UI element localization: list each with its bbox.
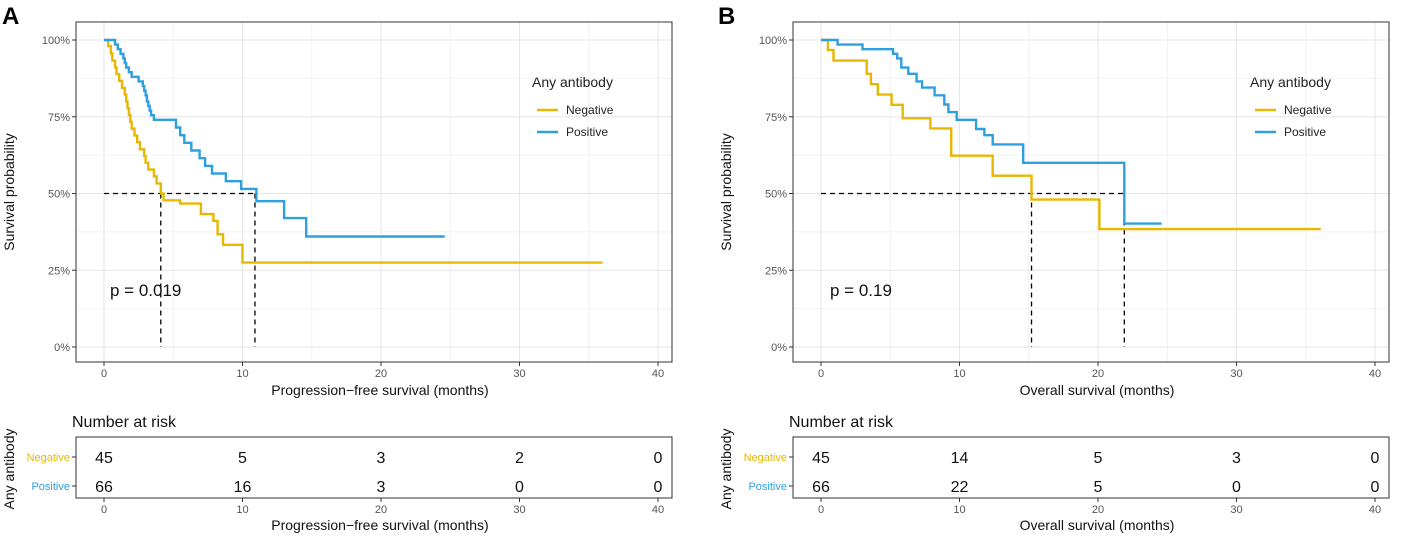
x-tick-label: 40 [1369, 368, 1381, 380]
x-axis-title: Progression−free survival (months) [271, 382, 488, 398]
risk-x-tick-label: 0 [101, 504, 107, 516]
risk-count: 45 [95, 450, 113, 467]
x-tick-label: 0 [101, 368, 107, 380]
risk-table-frame [75, 436, 673, 499]
plot-frame [75, 21, 673, 363]
x-tick-label: 20 [1092, 368, 1104, 380]
risk-group-negative: Negative [744, 452, 787, 464]
y-tick-label: 25% [765, 265, 787, 277]
risk-count: 2 [515, 450, 524, 467]
risk-y-axis-title: Any antibody [718, 429, 734, 510]
risk-group-negative: Negative [27, 452, 70, 464]
legend-title: Any antibody [1250, 74, 1331, 90]
risk-count: 14 [951, 450, 969, 467]
risk-x-tick-label: 30 [1230, 504, 1242, 516]
risk-table-frame [792, 436, 1390, 499]
risk-x-tick-label: 10 [236, 504, 248, 516]
risk-count: 0 [654, 479, 663, 496]
y-tick-label: 75% [765, 112, 787, 124]
y-tick-label: 50% [48, 189, 70, 201]
risk-count: 3 [377, 479, 386, 496]
legend-label-negative: Negative [566, 103, 614, 117]
risk-count: 0 [1371, 450, 1380, 467]
legend-title: Any antibody [532, 74, 613, 90]
risk-count: 66 [95, 479, 113, 496]
risk-x-tick-label: 20 [1092, 504, 1104, 516]
risk-x-axis-title: Overall survival (months) [1020, 517, 1175, 533]
risk-count: 0 [1232, 479, 1241, 496]
y-tick-label: 100% [759, 35, 787, 47]
y-axis-title: Survival probability [1, 133, 17, 251]
y-tick-label: 75% [48, 112, 70, 124]
x-tick-label: 10 [953, 368, 965, 380]
risk-x-tick-label: 30 [513, 504, 525, 516]
risk-y-axis-title: Any antibody [1, 429, 17, 510]
panel-a: A0%25%50%75%100%0 10 20 30 40Progression−fre… [1, 3, 673, 533]
risk-count: 22 [951, 479, 969, 496]
panel-letter: B [718, 3, 735, 30]
km-curve-positive [821, 38, 1162, 225]
km-curve-negative [104, 38, 603, 264]
x-tick-label: 0 [818, 368, 824, 380]
risk-count: 0 [654, 450, 663, 467]
x-tick-label: 10 [236, 368, 248, 380]
risk-table-title: Number at risk [789, 414, 894, 431]
x-tick-label: 20 [375, 368, 387, 380]
x-tick-label: 30 [513, 368, 525, 380]
risk-count: 45 [812, 450, 830, 467]
y-tick-label: 100% [42, 35, 70, 47]
p-value: p = 0.019 [110, 281, 181, 300]
legend-label-positive: Positive [1284, 125, 1326, 139]
risk-count: 5 [238, 450, 247, 467]
y-axis-title: Survival probability [718, 133, 734, 251]
risk-count: 3 [377, 450, 386, 467]
risk-count: 66 [812, 479, 830, 496]
y-tick-label: 25% [48, 265, 70, 277]
y-tick-label: 0% [54, 342, 70, 354]
risk-count: 3 [1232, 450, 1241, 467]
risk-group-positive: Positive [31, 481, 70, 493]
legend-label-negative: Negative [1284, 103, 1332, 117]
risk-count: 5 [1094, 479, 1103, 496]
risk-group-positive: Positive [748, 481, 787, 493]
risk-count: 0 [1371, 479, 1380, 496]
x-tick-label: 40 [652, 368, 664, 380]
p-value: p = 0.19 [830, 281, 892, 300]
km-curve-positive [104, 38, 445, 238]
risk-x-tick-label: 20 [375, 504, 387, 516]
risk-count: 0 [515, 479, 524, 496]
risk-x-tick-label: 40 [1369, 504, 1381, 516]
x-axis-title: Overall survival (months) [1020, 382, 1175, 398]
y-tick-label: 0% [771, 342, 787, 354]
risk-table-title: Number at risk [72, 414, 177, 431]
risk-x-tick-label: 0 [818, 504, 824, 516]
legend-label-positive: Positive [566, 125, 608, 139]
plot-frame [792, 21, 1390, 363]
risk-count: 5 [1094, 450, 1103, 467]
y-tick-label: 50% [765, 189, 787, 201]
x-tick-label: 30 [1230, 368, 1242, 380]
risk-x-tick-label: 10 [953, 504, 965, 516]
risk-count: 16 [234, 479, 252, 496]
risk-x-axis-title: Progression−free survival (months) [271, 517, 488, 533]
risk-x-tick-label: 40 [652, 504, 664, 516]
km-curve-negative [821, 38, 1321, 231]
panel-letter: A [2, 3, 19, 30]
